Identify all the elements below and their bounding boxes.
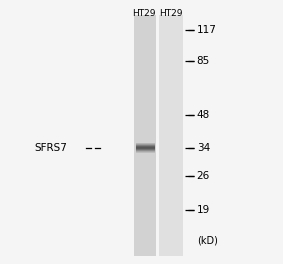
Text: 117: 117 <box>197 25 216 35</box>
Bar <box>134 15 156 256</box>
Text: 26: 26 <box>197 171 210 181</box>
Text: SFRS7: SFRS7 <box>34 143 67 153</box>
Text: (kD): (kD) <box>197 235 218 245</box>
Text: HT29: HT29 <box>159 9 183 18</box>
Text: 34: 34 <box>197 143 210 153</box>
Text: 85: 85 <box>197 56 210 66</box>
Text: HT29: HT29 <box>132 9 156 18</box>
Text: 19: 19 <box>197 205 210 215</box>
Text: 48: 48 <box>197 110 210 120</box>
Bar <box>159 15 183 256</box>
